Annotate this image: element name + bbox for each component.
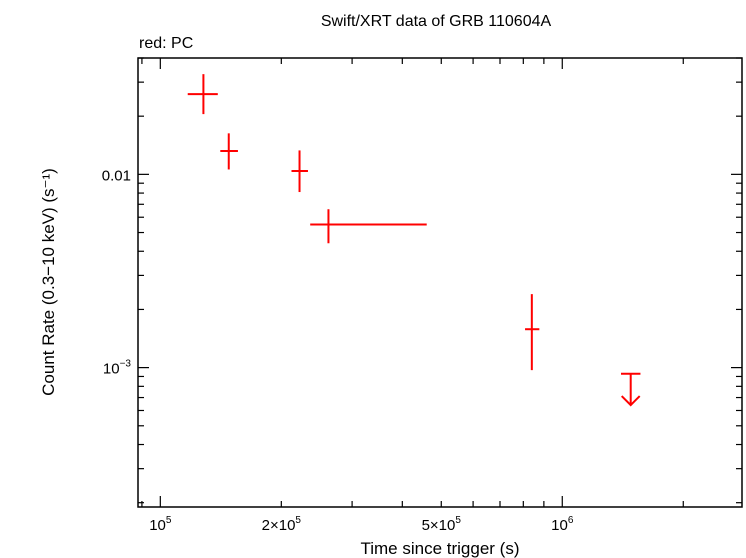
upper-limit — [620, 372, 641, 407]
y-axis-label: Count Rate (0.3−10 keV) (s⁻¹) — [39, 168, 58, 396]
data-points — [187, 74, 641, 407]
x-tick-label: 5×105 — [422, 515, 462, 534]
y-tick-label: 0.01 — [102, 167, 131, 184]
y-tick-label: 10−3 — [103, 359, 132, 378]
x-axis-label: Time since trigger (s) — [360, 539, 519, 558]
chart-title: Swift/XRT data of GRB 110604A — [321, 13, 552, 30]
data-point — [525, 294, 540, 371]
axis-ticks — [138, 57, 742, 507]
data-point — [187, 74, 218, 115]
data-point — [310, 209, 427, 244]
x-tick-label: 106 — [551, 515, 574, 534]
down-arrow-icon — [620, 395, 641, 407]
data-point — [291, 150, 308, 193]
chart-subtitle: red: PC — [139, 35, 193, 52]
data-point — [220, 133, 238, 170]
x-tick-label: 105 — [149, 515, 172, 534]
x-tick-labels: 105 2×105 5×105 106 — [149, 515, 574, 534]
y-tick-labels: 0.01 10−3 — [102, 167, 132, 377]
plot-frame — [137, 57, 743, 508]
x-tick-label: 2×105 — [262, 515, 302, 534]
